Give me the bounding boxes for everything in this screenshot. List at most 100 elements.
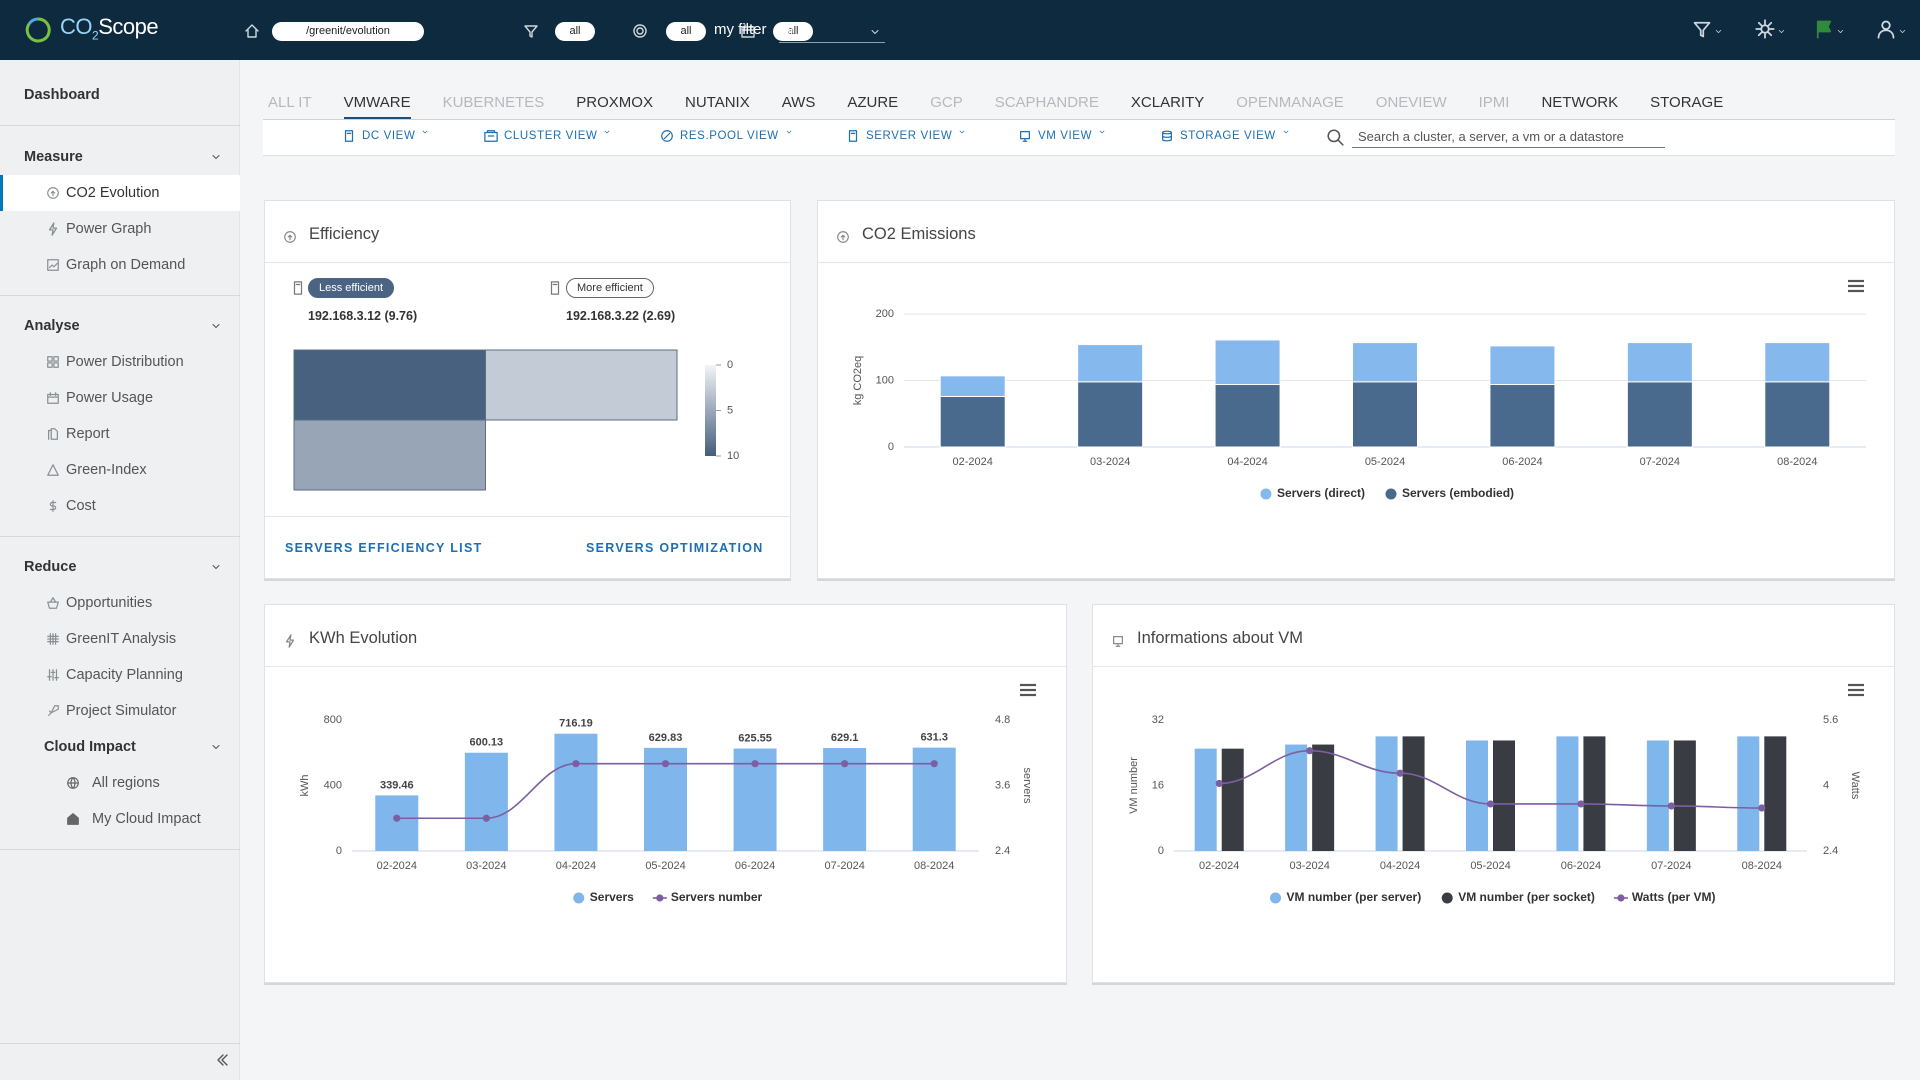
tab[interactable]: NUTANIX — [684, 94, 750, 111]
section-header[interactable]: Reduce — [24, 559, 77, 575]
icon-shape — [48, 428, 58, 440]
sidebar-dashboard[interactable]: Dashboard — [24, 87, 100, 103]
icon — [1899, 29, 1906, 34]
x-tick-label: 05-2024 — [1470, 860, 1510, 872]
view-button[interactable]: CLUSTER VIEW — [484, 129, 611, 143]
x-tick-label: 04-2024 — [556, 860, 596, 872]
icon — [1113, 636, 1123, 647]
chart: 0 100 200 kg CO2eq 02-2024 03-2024 04-2024 05-2… — [852, 279, 1866, 500]
panel-link[interactable]: SERVERS OPTIMIZATION — [586, 541, 764, 555]
view-label: STORAGE VIEW — [1180, 130, 1276, 142]
y2-tick-label: 2.4 — [1823, 845, 1838, 857]
sidebar-item[interactable]: Opportunities — [66, 595, 153, 611]
data-label: 629.83 — [649, 732, 683, 744]
legend-item[interactable]: VM number (per socket) — [1441, 890, 1595, 904]
my-filter-select[interactable]: all — [779, 22, 885, 43]
chart-menu[interactable] — [1848, 279, 1864, 293]
sidebar-item[interactable]: Power Distribution — [66, 354, 184, 370]
bar — [1556, 736, 1579, 851]
legend-item[interactable]: VM number (per server) — [1270, 890, 1421, 904]
icon-shape — [47, 669, 59, 681]
legend: Servers (direct) Servers (embodied) — [1260, 486, 1514, 500]
section-header[interactable]: Analyse — [24, 318, 80, 334]
icon-shape — [633, 24, 647, 38]
header-button[interactable] — [1876, 19, 1910, 41]
x-tick-label: 06-2024 — [1561, 860, 1601, 872]
sidebar-item[interactable]: Capacity Planning — [66, 667, 183, 683]
treemap-cell — [293, 349, 486, 421]
icon-shape — [344, 130, 354, 142]
icon — [47, 356, 59, 368]
view-button[interactable]: STORAGE VIEW — [1160, 129, 1290, 143]
search-input[interactable]: Search a cluster, a server, a vm or a da… — [1352, 126, 1665, 148]
panel-link[interactable]: SERVERS EFFICIENCY LIST — [285, 541, 483, 555]
icon — [212, 564, 220, 570]
header-button[interactable] — [1755, 19, 1789, 41]
x-tick-label: 05-2024 — [645, 860, 685, 872]
bar — [1312, 744, 1335, 851]
legend-item[interactable]: Servers — [573, 890, 634, 904]
sidebar-item[interactable]: Graph on Demand — [66, 257, 186, 273]
tab[interactable]: STORAGE — [1650, 94, 1724, 111]
tab: ONEVIEW — [1375, 94, 1447, 111]
path-pill[interactable]: /greenit/evolution — [272, 22, 424, 41]
legend-item[interactable]: Servers (direct) — [1260, 486, 1365, 500]
y-tick-label: 100 — [876, 374, 894, 386]
view-button[interactable]: RES.POOL VIEW — [660, 129, 793, 143]
tab[interactable]: AWS — [781, 94, 816, 111]
tab[interactable]: PROXMOX — [576, 94, 653, 111]
tab[interactable]: AZURE — [847, 94, 899, 111]
bar — [1077, 381, 1144, 448]
sidebar-item[interactable]: All regions — [92, 775, 160, 791]
collapse-button[interactable] — [214, 1052, 230, 1068]
header-button[interactable] — [1692, 19, 1726, 41]
icon — [48, 428, 58, 440]
sidebar-item[interactable]: Power Usage — [66, 390, 154, 406]
filter-pill[interactable]: all — [555, 22, 595, 41]
color-tick-label: 5 — [727, 404, 733, 416]
sidebar-item[interactable]: My Cloud Impact — [92, 811, 201, 827]
icon-shape — [212, 744, 220, 750]
tab[interactable]: XCLARITY — [1130, 94, 1205, 111]
icon-shape — [1755, 19, 1775, 39]
icon — [1162, 130, 1172, 142]
filter-pill[interactable]: all — [666, 22, 706, 41]
tab[interactable]: NETWORK — [1541, 94, 1619, 111]
legend-item[interactable]: Servers (embodied) — [1385, 486, 1515, 500]
icon — [605, 130, 610, 134]
icon — [212, 323, 220, 329]
legend-item[interactable]: Watts (per VM) — [1613, 890, 1716, 904]
divider — [0, 295, 240, 296]
icon — [871, 29, 879, 35]
header-button[interactable] — [1814, 19, 1848, 41]
icon-shape — [1693, 21, 1711, 38]
panel: CO2 Emissions 0 100 200 kg CO2eq 02-2024 03-20… — [817, 200, 1895, 579]
section-header[interactable]: Cloud Impact — [44, 739, 136, 755]
sidebar-item[interactable]: GreenIT Analysis — [66, 631, 177, 647]
y-tick-label: 200 — [876, 308, 894, 320]
section-header[interactable]: Measure — [24, 149, 83, 165]
view-button[interactable]: SERVER VIEW — [846, 129, 966, 143]
filter-pill[interactable]: all — [773, 22, 813, 41]
x-tick-label: 07-2024 — [1651, 860, 1691, 872]
bar — [1285, 744, 1308, 851]
chart-menu[interactable] — [1848, 683, 1864, 697]
chart-menu[interactable] — [1020, 683, 1036, 697]
icon-shape — [1020, 131, 1030, 142]
sidebar-item[interactable]: Report — [66, 426, 110, 442]
data-label: 625.55 — [738, 732, 772, 744]
view-button[interactable]: DC VIEW — [342, 129, 429, 143]
sidebar-item[interactable]: Power Graph — [66, 221, 152, 237]
sidebar-item[interactable]: Cost — [66, 498, 96, 514]
sidebar-item[interactable]: Project Simulator — [66, 703, 177, 719]
sidebar-item[interactable]: CO2 Evolution — [66, 185, 160, 201]
tab[interactable]: VMWARE — [343, 92, 411, 119]
icon-shape — [47, 259, 59, 271]
bar — [1402, 736, 1425, 851]
legend-item[interactable]: Servers number — [652, 890, 763, 904]
data-label: 600.13 — [470, 737, 504, 749]
icon — [344, 130, 354, 142]
icon — [47, 187, 59, 199]
sidebar-item[interactable]: Green-Index — [66, 462, 147, 478]
view-button[interactable]: VM VIEW — [1018, 129, 1106, 143]
